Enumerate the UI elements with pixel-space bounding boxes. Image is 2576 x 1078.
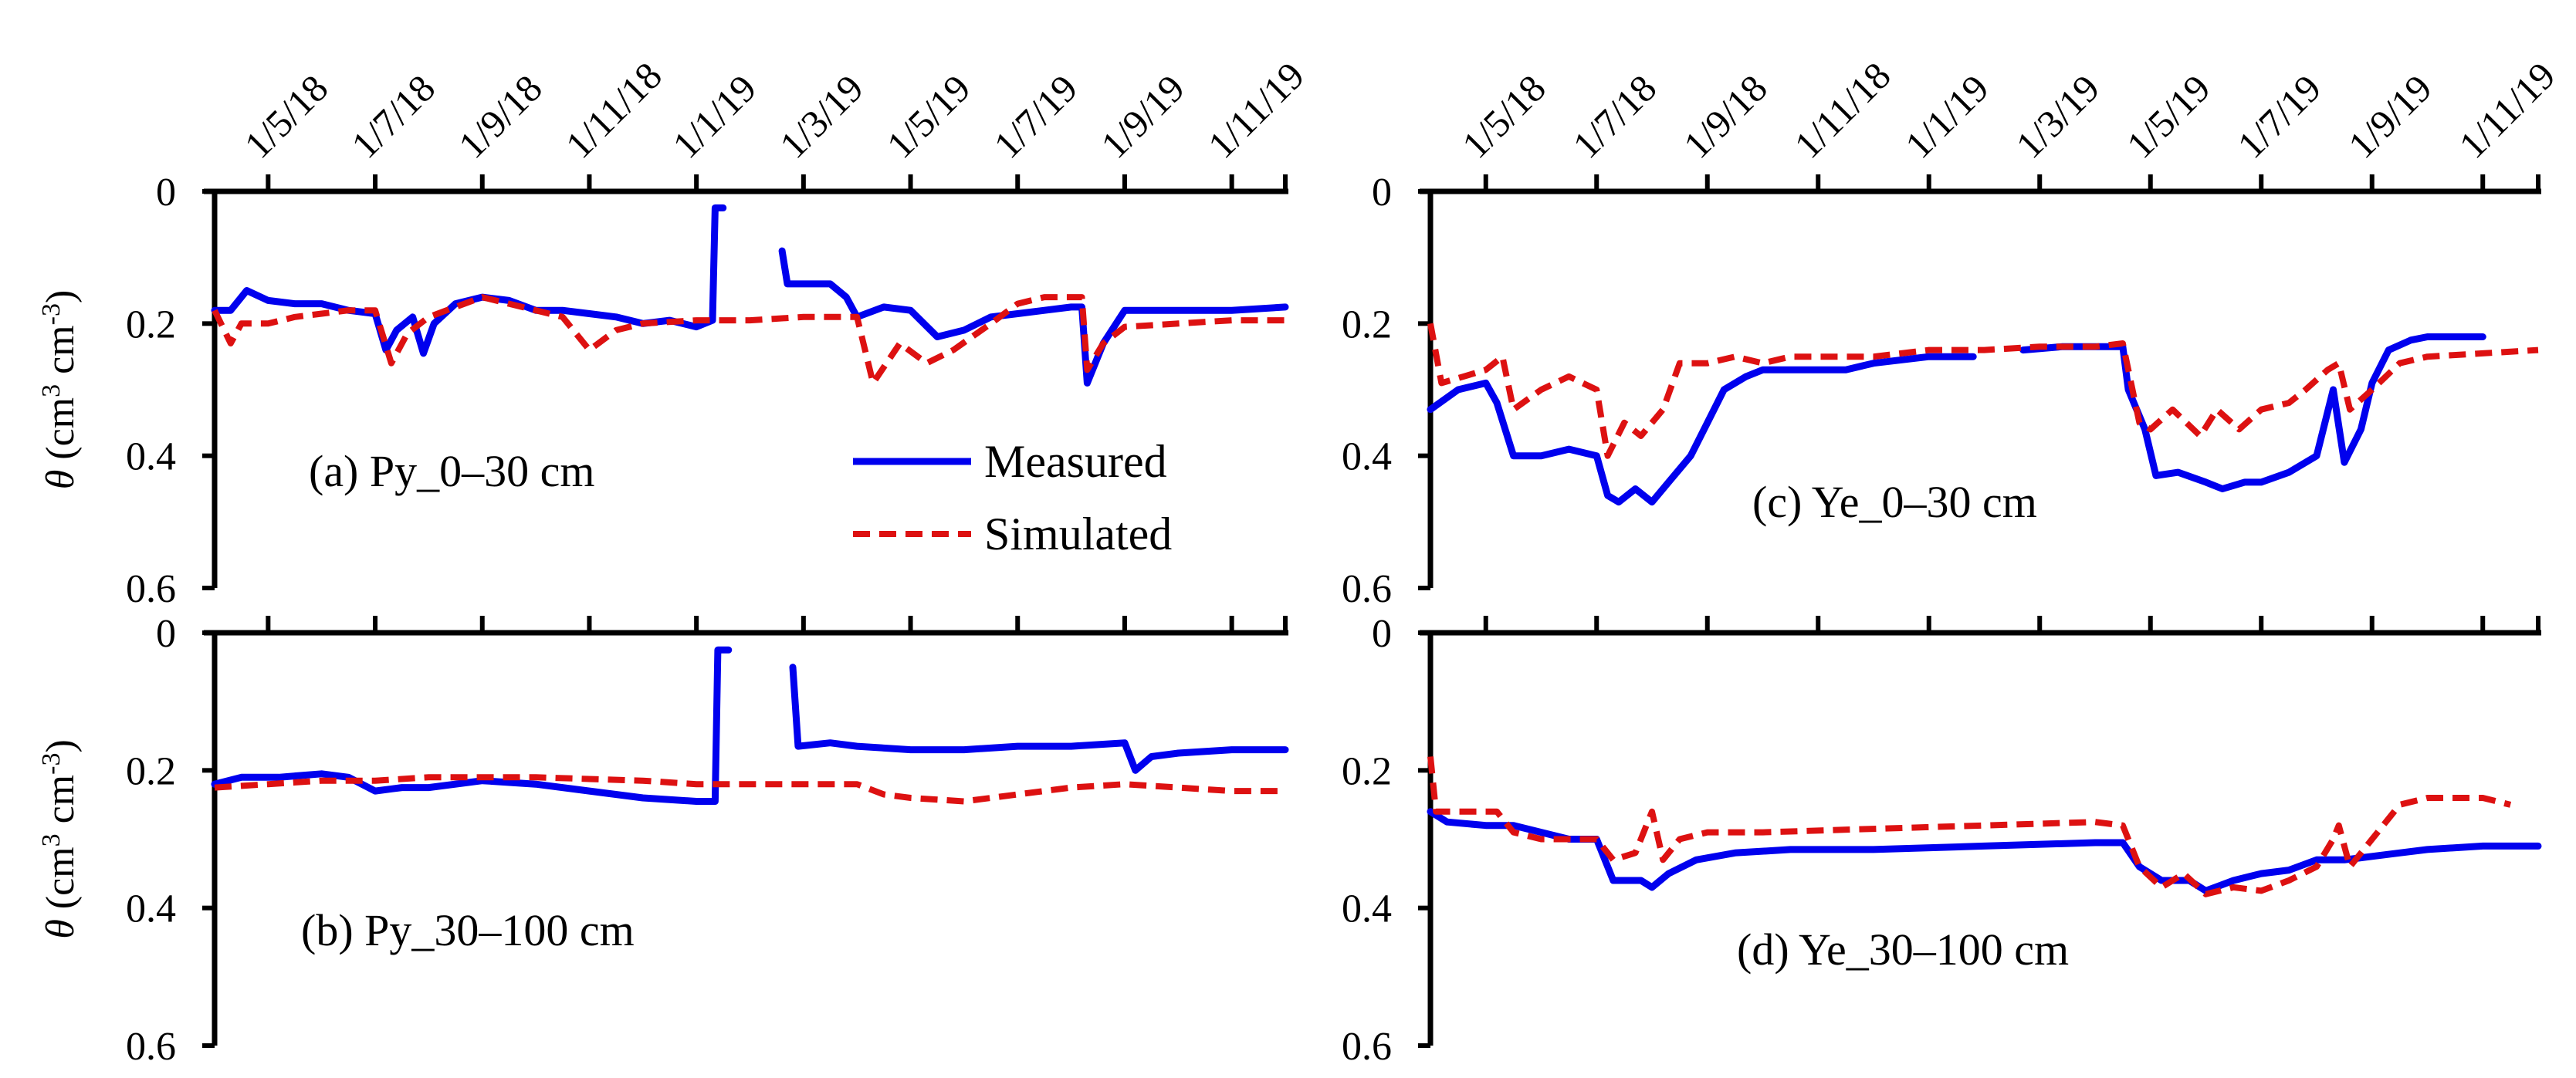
y-axis-label-part: ) xyxy=(39,290,83,303)
x-tick-label: 1/11/18 xyxy=(557,53,670,166)
y-axis-label-part: (cm xyxy=(39,397,83,470)
x-tick-label: 1/11/18 xyxy=(1786,53,1898,166)
y-axis-label: θ (cm3 cm-3) xyxy=(37,739,83,939)
y-axis-label-part: θ xyxy=(39,470,83,490)
measured-line xyxy=(789,664,1289,774)
x-tick-label: 1/7/19 xyxy=(2229,66,2329,167)
x-tick-label: 1/5/18 xyxy=(236,66,337,167)
x-tick-label: 1/9/19 xyxy=(2340,66,2440,167)
y-tick-label: 0.6 xyxy=(1342,567,1392,611)
x-tick-label: 1/5/18 xyxy=(1454,66,1554,167)
panel-label: (b) Py_30–100 cm xyxy=(301,905,635,955)
legend: Measured Simulated xyxy=(853,436,1172,559)
panel-label: (c) Ye_0–30 cm xyxy=(1752,477,2037,527)
x-tick-label: 1/5/19 xyxy=(878,66,979,167)
panel-label: (d) Ye_30–100 cm xyxy=(1737,924,2069,975)
panel-b: 0 0.2 0.4 0.6 θ (cm3 cm-3) (b) Py_30–100 cm xyxy=(37,612,1289,1069)
y-tick-label: 0 xyxy=(156,171,176,215)
y-tick-label: 0 xyxy=(1372,612,1392,656)
y-tick-label: 0.6 xyxy=(126,567,176,611)
y-tick-label: 0.4 xyxy=(1342,435,1392,479)
y-tick-label: 0.6 xyxy=(1342,1025,1392,1069)
legend-measured-label: Measured xyxy=(984,436,1167,487)
y-axis-label: θ (cm3 cm-3) xyxy=(37,290,83,490)
y-tick-label: 0.4 xyxy=(126,887,176,931)
y-tick-label: 0.2 xyxy=(126,749,176,793)
legend-simulated-label: Simulated xyxy=(984,509,1172,559)
y-tick-label: 0.6 xyxy=(126,1025,176,1069)
y-tick-label: 0 xyxy=(1372,171,1392,215)
measured-line xyxy=(1427,808,2542,894)
y-axis-label-part: -3 xyxy=(37,303,66,325)
y-axis-label-part: ) xyxy=(39,739,83,752)
x-tick-label: 1/3/19 xyxy=(2007,66,2107,167)
x-tick-label: 1/1/19 xyxy=(664,66,764,167)
x-tick-label: 1/3/19 xyxy=(771,66,872,167)
y-axis-label-part: cm xyxy=(39,325,83,384)
measured-line xyxy=(778,247,1289,387)
panel-c: 0 0.2 0.4 0.6 1/5/18 1/7/18 1/9/18 1/11/181/1/1… xyxy=(1342,53,2564,611)
y-axis-label-part: 3 xyxy=(37,833,66,847)
simulated-line xyxy=(1427,323,2539,459)
x-tick-label: 1/5/19 xyxy=(2118,66,2219,167)
y-axis-label-part: θ xyxy=(39,919,83,939)
y-axis-label-part: (cm xyxy=(39,847,83,919)
x-tick-label: 1/9/18 xyxy=(1675,66,1775,167)
simulated-line xyxy=(214,774,1285,805)
measured-line xyxy=(211,204,727,357)
measured-line xyxy=(211,646,733,805)
y-tick-label: 0 xyxy=(156,612,176,656)
y-tick-label: 0.2 xyxy=(1342,749,1392,793)
simulated-line xyxy=(212,294,1285,387)
x-tick-label: 1/7/18 xyxy=(1564,66,1664,167)
y-axis-label-part: -3 xyxy=(37,753,66,775)
y-axis-label-part: cm xyxy=(39,775,83,834)
simulated-line xyxy=(1427,756,2512,897)
x-tick-label: 1/9/18 xyxy=(450,66,550,167)
y-axis-label-part: 3 xyxy=(37,384,66,397)
measured-line xyxy=(2019,333,2486,492)
y-tick-label: 0.2 xyxy=(1342,302,1392,346)
y-tick-label: 0.4 xyxy=(1342,887,1392,931)
panel-label: (a) Py_0–30 cm xyxy=(309,446,595,496)
x-tick-label: 1/7/18 xyxy=(343,66,443,167)
x-tick-label: 1/11/19 xyxy=(1200,53,1312,166)
x-tick-label: 1/11/19 xyxy=(2450,53,2563,166)
x-tick-label: 1/7/19 xyxy=(985,66,1085,167)
measured-line xyxy=(1427,353,1977,506)
y-tick-label: 0.2 xyxy=(126,302,176,346)
x-tick-label: 1/1/19 xyxy=(1897,66,1997,167)
panel-d: 0 0.2 0.4 0.6 (d) Ye_30–100 cm xyxy=(1342,612,2542,1069)
y-tick-label: 0.4 xyxy=(126,435,176,479)
x-tick-label: 1/9/19 xyxy=(1092,66,1193,167)
